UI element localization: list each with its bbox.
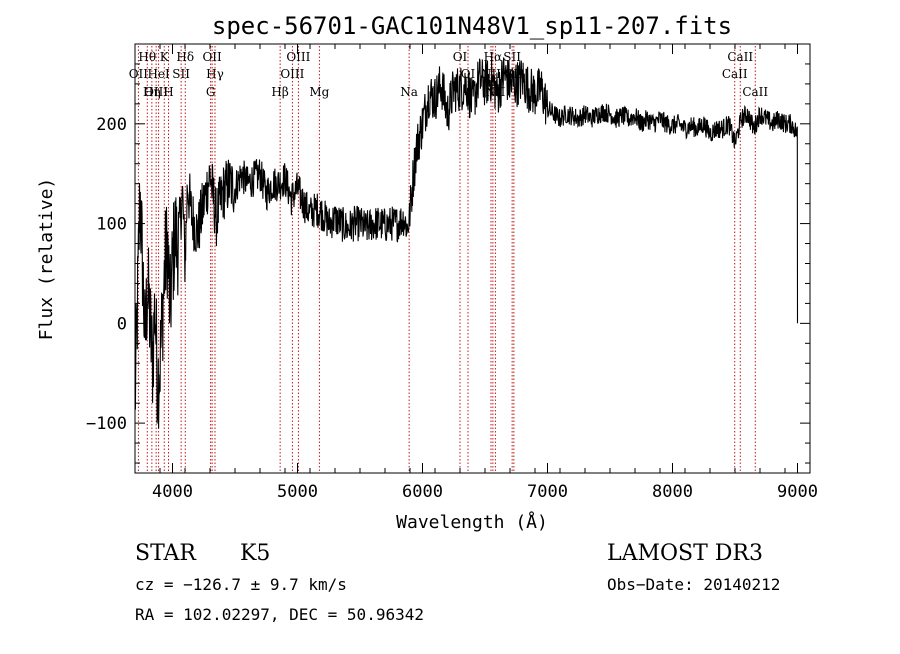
x-tick-label: 8000 [652,482,693,502]
x-tick-label: 9000 [777,482,818,502]
y-tick-label: 100 [96,215,127,235]
spectral-line-label: CaII [742,85,768,99]
x-axis-label: Wavelength (Å) [396,511,548,533]
spectral-line-label: Hβ [271,85,288,99]
x-axis-ticks: 4000 5000 6000 7000 8000 9000 [134,44,818,502]
spectrum-line [134,57,799,429]
spectral-line-label: Mg [309,85,329,99]
spectral-line-label: Hα [484,50,503,64]
y-tick-label: −100 [86,414,127,434]
spectral-line-label: HeI [147,67,170,81]
x-tick-label: 5000 [277,482,318,502]
spectral-line-label: G [206,85,216,99]
spectral-line-label: Hδ [176,50,194,64]
x-tick-label: 4000 [152,482,193,502]
spectral-line-label: Hγ [206,67,224,81]
spectral-line-label: SII [172,67,190,81]
spectral-line-label: Hθ [138,50,156,64]
x-tick-label: 6000 [402,482,443,502]
spectral-line-label: Hη [143,85,161,99]
spectral-line-label: OIII [280,67,304,81]
spectral-line-label: CaII [722,67,748,81]
spectral-line-label: CaII [727,50,753,64]
object-subclass: K5 [240,541,270,566]
survey-name: LAMOST DR3 [607,541,763,566]
y-axis-label: Flux (relative) [36,178,57,341]
y-axis-ticks: −100 0 100 200 [86,43,810,464]
coordinates: RA = 102.02297, DEC = 50.96342 [135,605,424,624]
x-tick-label: 7000 [527,482,568,502]
y-tick-label: 0 [117,314,127,334]
spectral-line-label: OIII [286,50,310,64]
spectral-line-label: OII [129,67,149,81]
plot-frame [134,43,811,474]
obs-date: Obs−Date: 20140212 [607,575,780,594]
spectral-line-label: H [163,85,173,99]
spectral-line-label: OII [202,50,222,64]
y-tick-label: 200 [96,115,127,135]
spectral-line-label: Na [400,85,418,99]
spectral-line-label: OI [453,50,468,64]
object-class: STAR [135,541,197,566]
spectral-line-label: SII [503,50,521,64]
spectral-line-label: OIII [144,85,168,99]
spectral-line-label: K [160,50,170,64]
chart-title: spec-56701-GAC101N48V1_sp11-207.fits [212,12,732,40]
redshift-info: cz = −126.7 ± 9.7 km/s [135,575,347,594]
